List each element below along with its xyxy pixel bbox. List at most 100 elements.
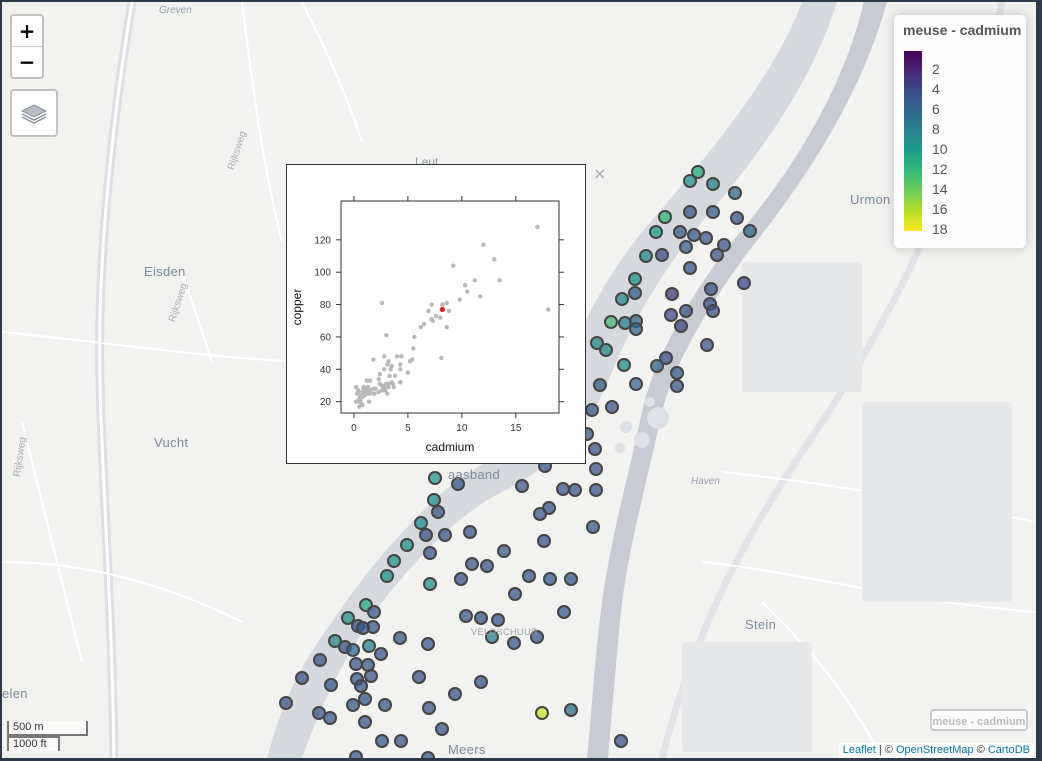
sample-point-marker[interactable] <box>367 605 381 619</box>
sample-point-marker[interactable] <box>556 482 570 496</box>
sample-point-marker[interactable] <box>590 336 604 350</box>
sample-point-marker[interactable] <box>704 282 718 296</box>
sample-point-marker[interactable] <box>585 403 599 417</box>
layers-button[interactable] <box>10 89 58 137</box>
sample-point-marker[interactable] <box>378 698 392 712</box>
sample-point-marker[interactable] <box>474 675 488 689</box>
sample-point-marker[interactable] <box>421 637 435 651</box>
sample-point-marker[interactable] <box>380 569 394 583</box>
sample-point-marker[interactable] <box>400 538 414 552</box>
sample-point-marker[interactable] <box>659 351 673 365</box>
carto-link[interactable]: CartoDB <box>987 744 1030 756</box>
sample-point-marker[interactable] <box>459 609 473 623</box>
sample-point-marker[interactable] <box>393 631 407 645</box>
sample-point-marker[interactable] <box>568 483 582 497</box>
sample-point-marker[interactable] <box>358 692 372 706</box>
sample-point-marker[interactable] <box>356 621 370 635</box>
sample-point-marker[interactable] <box>312 706 326 720</box>
sample-point-marker[interactable] <box>655 248 669 262</box>
sample-point-marker[interactable] <box>706 304 720 318</box>
sample-point-marker[interactable] <box>463 525 477 539</box>
zoom-out-button[interactable]: − <box>18 50 36 74</box>
sample-point-marker[interactable] <box>629 322 643 336</box>
sample-point-marker[interactable] <box>664 308 678 322</box>
sample-point-marker[interactable] <box>349 750 363 758</box>
sample-point-marker[interactable] <box>474 611 488 625</box>
sample-point-marker[interactable] <box>728 186 742 200</box>
leaflet-link[interactable]: Leaflet <box>842 744 876 756</box>
sample-point-marker[interactable] <box>515 479 529 493</box>
sample-point-marker[interactable] <box>679 240 693 254</box>
sample-point-marker[interactable] <box>628 272 642 286</box>
sample-point-marker[interactable] <box>615 292 629 306</box>
sample-point-marker[interactable] <box>374 647 388 661</box>
sample-point-marker[interactable] <box>295 671 309 685</box>
sample-point-marker[interactable] <box>341 611 355 625</box>
sample-point-marker[interactable] <box>438 528 452 542</box>
sample-point-marker[interactable] <box>364 669 378 683</box>
sample-point-marker[interactable] <box>323 711 337 725</box>
sample-point-marker[interactable] <box>421 751 435 758</box>
sample-point-marker[interactable] <box>618 316 632 330</box>
sample-point-marker[interactable] <box>543 572 557 586</box>
sample-point-marker[interactable] <box>706 205 720 219</box>
sample-point-marker[interactable] <box>614 734 628 748</box>
sample-point-marker[interactable] <box>564 572 578 586</box>
sample-point-marker[interactable] <box>588 442 602 456</box>
sample-point-marker[interactable] <box>375 734 389 748</box>
sample-point-marker[interactable] <box>593 378 607 392</box>
sample-point-marker[interactable] <box>730 211 744 225</box>
sample-point-marker[interactable] <box>346 643 360 657</box>
sample-point-marker[interactable] <box>683 205 697 219</box>
sample-point-marker[interactable] <box>743 224 757 238</box>
sample-point-marker[interactable] <box>628 286 642 300</box>
sample-point-marker[interactable] <box>497 544 511 558</box>
sample-point-marker[interactable] <box>717 238 731 252</box>
sample-point-marker[interactable] <box>537 534 551 548</box>
sample-point-marker[interactable] <box>639 249 653 263</box>
sample-point-marker[interactable] <box>629 377 643 391</box>
sample-point-marker[interactable] <box>423 546 437 560</box>
sample-point-marker[interactable] <box>599 343 613 357</box>
sample-point-marker[interactable] <box>586 520 600 534</box>
sample-point-marker[interactable] <box>346 698 360 712</box>
sample-point-marker[interactable] <box>589 462 603 476</box>
sample-point-marker[interactable] <box>683 174 697 188</box>
sample-point-marker[interactable] <box>700 338 714 352</box>
popup-close-button[interactable]: × <box>593 164 607 183</box>
sample-point-marker[interactable] <box>431 505 445 519</box>
sample-point-marker[interactable] <box>451 477 465 491</box>
sample-point-marker[interactable] <box>665 287 679 301</box>
sample-point-marker[interactable] <box>533 507 547 521</box>
sample-point-marker[interactable] <box>617 358 631 372</box>
sample-point-marker[interactable] <box>673 225 687 239</box>
sample-point-marker[interactable] <box>313 653 327 667</box>
sample-point-marker[interactable] <box>491 613 505 627</box>
sample-point-marker[interactable] <box>387 554 401 568</box>
sample-point-marker[interactable] <box>737 276 751 290</box>
sample-point-marker[interactable] <box>691 165 705 179</box>
layer-toggle-button[interactable]: meuse - cadmium <box>930 709 1028 731</box>
sample-point-marker[interactable] <box>507 636 521 650</box>
sample-point-marker[interactable] <box>349 657 363 671</box>
sample-point-marker[interactable] <box>674 319 688 333</box>
sample-point-marker[interactable] <box>427 493 441 507</box>
sample-point-marker[interactable] <box>328 634 342 648</box>
sample-point-marker[interactable] <box>454 572 468 586</box>
sample-point-marker[interactable] <box>710 248 724 262</box>
sample-point-marker[interactable] <box>679 304 693 318</box>
sample-point-marker[interactable] <box>354 679 368 693</box>
sample-point-marker[interactable] <box>604 315 618 329</box>
sample-point-marker[interactable] <box>435 722 449 736</box>
osm-link[interactable]: OpenStreetMap <box>895 744 974 756</box>
zoom-in-button[interactable]: + <box>12 16 42 47</box>
sample-point-marker[interactable] <box>465 557 479 571</box>
sample-point-marker[interactable] <box>279 696 293 710</box>
sample-point-marker[interactable] <box>422 701 436 715</box>
sample-point-marker[interactable] <box>358 715 372 729</box>
sample-point-marker[interactable] <box>419 528 433 542</box>
sample-point-marker[interactable] <box>706 177 720 191</box>
sample-point-marker[interactable] <box>508 587 522 601</box>
sample-point-marker[interactable] <box>649 225 663 239</box>
